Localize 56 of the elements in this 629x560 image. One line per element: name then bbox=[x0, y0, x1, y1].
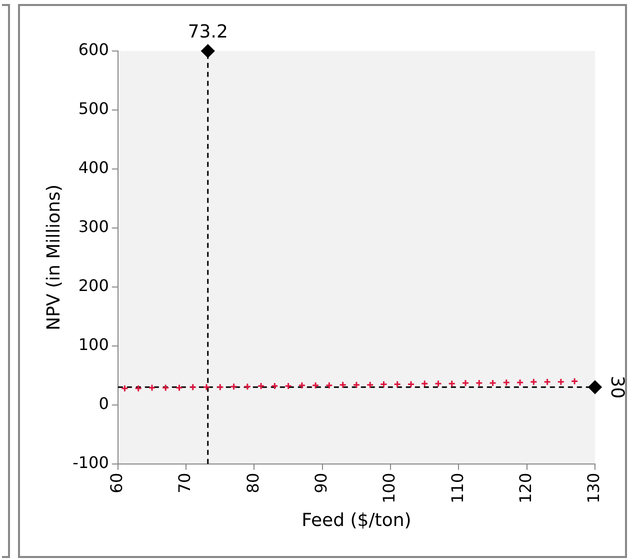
point bbox=[588, 380, 602, 394]
x-tick-label: 70 bbox=[175, 472, 194, 494]
point bbox=[148, 384, 156, 392]
point bbox=[162, 384, 170, 392]
point bbox=[176, 384, 184, 392]
x-tick-label: 120 bbox=[516, 472, 535, 504]
point bbox=[407, 380, 415, 388]
point bbox=[434, 380, 442, 388]
y-tick-label: 100 bbox=[78, 335, 109, 354]
y-tick-label: 500 bbox=[78, 99, 109, 118]
point bbox=[502, 378, 510, 386]
ref-line-label: 73.2 bbox=[188, 22, 228, 43]
point bbox=[298, 382, 306, 390]
point bbox=[134, 384, 142, 392]
point bbox=[325, 382, 333, 390]
y-tick-label: 0 bbox=[98, 394, 109, 414]
ref-line-label: 30 bbox=[606, 376, 628, 399]
y-tick-label: 200 bbox=[78, 276, 109, 296]
point bbox=[312, 382, 320, 390]
x-tick-label: 110 bbox=[448, 472, 467, 504]
point bbox=[201, 44, 215, 58]
point bbox=[189, 383, 197, 391]
point bbox=[475, 379, 483, 387]
point bbox=[489, 379, 497, 387]
x-tick-label: 80 bbox=[243, 472, 262, 494]
point bbox=[448, 380, 456, 388]
point bbox=[202, 383, 210, 391]
point bbox=[557, 378, 565, 386]
point bbox=[216, 383, 224, 391]
point bbox=[120, 384, 128, 392]
point bbox=[352, 381, 360, 389]
point bbox=[394, 380, 402, 388]
point bbox=[462, 379, 470, 387]
x-tick-label: 130 bbox=[584, 472, 604, 504]
point bbox=[420, 380, 428, 388]
point bbox=[380, 380, 388, 388]
y-tick-label: -100 bbox=[72, 453, 109, 472]
point bbox=[270, 382, 278, 390]
point bbox=[257, 382, 265, 390]
point bbox=[570, 378, 578, 386]
x-tick-label: 100 bbox=[380, 472, 399, 504]
point bbox=[530, 378, 538, 386]
y-tick-label: 300 bbox=[78, 217, 109, 236]
x-tick-label: 60 bbox=[107, 472, 126, 494]
point bbox=[230, 382, 238, 390]
x-tick-label: 90 bbox=[312, 472, 331, 494]
point bbox=[544, 378, 552, 386]
x-axis-title: Feed ($/ton) bbox=[302, 510, 412, 531]
y-tick-label: 400 bbox=[78, 158, 109, 178]
y-tick-label: 600 bbox=[78, 40, 109, 60]
point bbox=[366, 381, 374, 389]
point bbox=[284, 382, 292, 390]
point bbox=[244, 382, 252, 390]
point bbox=[516, 378, 524, 386]
point bbox=[339, 381, 347, 389]
y-axis-title: NPV (in Millions) bbox=[43, 184, 64, 330]
